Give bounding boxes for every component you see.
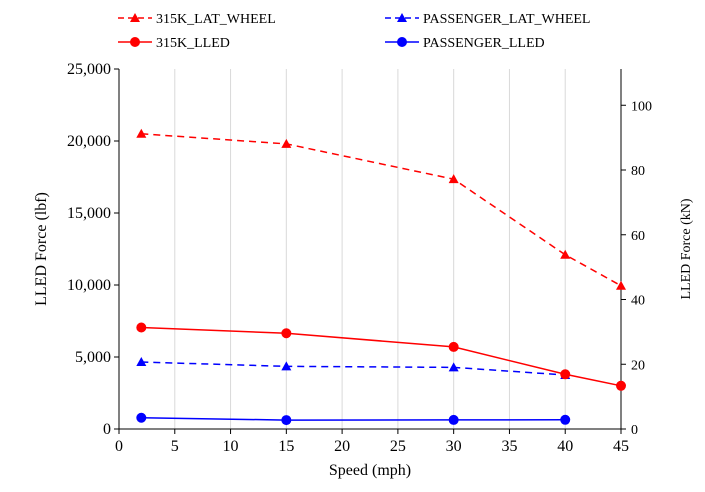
data-point-315k-lat-wheel bbox=[136, 128, 147, 138]
x-tick-label: 15 bbox=[278, 438, 294, 455]
x-tick-label: 0 bbox=[115, 438, 123, 455]
y2-tick-label: 40 bbox=[631, 294, 645, 309]
y-tick-label: 15,000 bbox=[67, 205, 111, 222]
y-tick-label: 20,000 bbox=[67, 133, 111, 150]
series-passenger-lled bbox=[136, 412, 571, 426]
y2-tick-label: 60 bbox=[631, 229, 645, 244]
data-point-315k-lled bbox=[560, 369, 571, 380]
x-tick-label: 35 bbox=[501, 438, 517, 455]
y2-tick-label: 100 bbox=[631, 99, 652, 114]
x-tick-label: 25 bbox=[390, 438, 406, 455]
tick-marks: 0 5 10 15 20 25 30 35 40 4505,00010,00015,00020,0… bbox=[67, 61, 652, 455]
x-axis-title: Speed (mph) bbox=[329, 462, 411, 479]
series-315k-lled bbox=[136, 322, 626, 391]
grid-lines bbox=[174, 69, 566, 429]
y2-tick-label: 0 bbox=[631, 423, 638, 438]
y-axis-title: LLED Force (lbf) bbox=[33, 192, 50, 306]
legend-item-315k-lled: 315K_LLED bbox=[118, 36, 230, 51]
y-tick-label: 10,000 bbox=[67, 277, 111, 294]
series-line-315k-lat-wheel bbox=[141, 133, 622, 287]
data-point-315k-lat-wheel bbox=[560, 249, 571, 259]
series-passenger-lat-wheel bbox=[136, 357, 571, 379]
legend-label-passenger-lat-wheel: PASSENGER_LAT_WHEEL bbox=[423, 12, 591, 27]
y-tick-label: 25,000 bbox=[67, 61, 111, 78]
data-point-passenger-lled bbox=[560, 414, 571, 425]
legend-marker-passenger-lled bbox=[397, 37, 407, 47]
y2-axis-title: LLED Force (kN) bbox=[679, 198, 694, 299]
data-point-passenger-lled bbox=[281, 415, 292, 426]
data-point-passenger-lled bbox=[136, 412, 147, 423]
data-point-passenger-lat-wheel bbox=[281, 361, 292, 371]
axes bbox=[118, 69, 622, 430]
x-tick-label: 30 bbox=[446, 438, 462, 455]
data-point-315k-lled bbox=[281, 328, 292, 339]
legend-label-passenger-lled: PASSENGER_LLED bbox=[423, 36, 545, 51]
legend-label-315k-lat-wheel: 315K_LAT_WHEEL bbox=[156, 12, 276, 27]
y2-tick-label: 20 bbox=[631, 358, 645, 373]
legend-item-passenger-lat-wheel: PASSENGER_LAT_WHEEL bbox=[385, 12, 591, 27]
series-315k-lat-wheel bbox=[136, 128, 626, 290]
legend-marker-315k-lat-wheel bbox=[130, 13, 140, 22]
legend-item-315k-lat-wheel: 315K_LAT_WHEEL bbox=[118, 12, 276, 27]
legend-marker-315k-lled bbox=[130, 37, 140, 47]
data-point-315k-lat-wheel bbox=[281, 138, 292, 148]
data-point-315k-lled bbox=[616, 380, 626, 391]
series-line-passenger-lled bbox=[141, 417, 566, 421]
data-point-passenger-lled bbox=[448, 414, 459, 425]
data-point-315k-lat-wheel bbox=[616, 280, 626, 290]
x-tick-label: 20 bbox=[334, 438, 350, 455]
x-tick-label: 5 bbox=[171, 438, 179, 455]
series-line-315k-lled bbox=[141, 326, 622, 387]
y-tick-label: 0 bbox=[103, 421, 111, 438]
data-point-315k-lat-wheel bbox=[448, 174, 459, 184]
legend: 315K_LAT_WHEEL PASSENGER_LAT_WHEEL 315K_LL… bbox=[118, 12, 591, 51]
series-group bbox=[136, 128, 626, 426]
legend-marker-passenger-lat-wheel bbox=[397, 13, 407, 22]
data-point-315k-lled bbox=[136, 322, 147, 333]
legend-item-passenger-lled: PASSENGER_LLED bbox=[385, 36, 545, 51]
data-point-passenger-lat-wheel bbox=[136, 357, 147, 367]
legend-label-315k-lled: 315K_LLED bbox=[156, 36, 230, 51]
x-tick-label: 45 bbox=[613, 438, 629, 455]
series-line-passenger-lat-wheel bbox=[141, 361, 566, 376]
y2-tick-label: 80 bbox=[631, 164, 645, 179]
data-point-passenger-lat-wheel bbox=[448, 362, 459, 372]
x-tick-label: 40 bbox=[557, 438, 573, 455]
y-tick-label: 5,000 bbox=[75, 349, 111, 366]
data-point-315k-lled bbox=[448, 341, 459, 352]
x-tick-label: 10 bbox=[223, 438, 239, 455]
